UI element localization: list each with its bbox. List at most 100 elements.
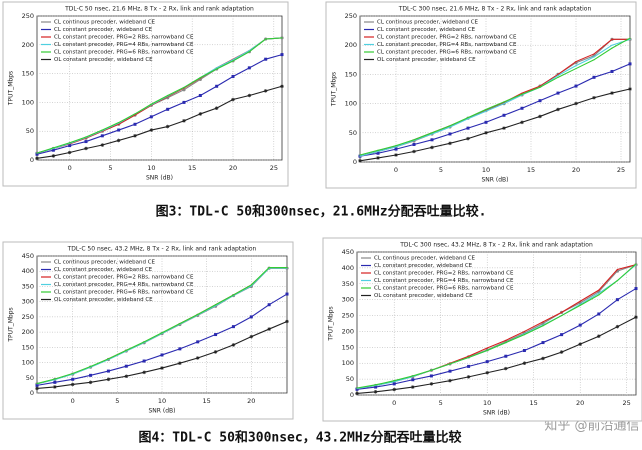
legend-label: CL constant precoder, PRG=4 RBs, narrowb…	[54, 282, 194, 288]
point	[356, 387, 358, 389]
x-tick-label: 10	[147, 164, 155, 172]
point	[373, 390, 378, 394]
y-tick-label: 450	[22, 252, 34, 260]
point	[178, 361, 182, 365]
point	[557, 73, 559, 75]
point	[36, 382, 38, 385]
point	[467, 364, 471, 368]
point	[412, 375, 414, 377]
point	[556, 91, 560, 95]
point	[133, 122, 137, 126]
y-tick-label: 150	[342, 343, 354, 351]
point	[466, 136, 470, 141]
point	[635, 263, 637, 265]
point	[431, 132, 433, 134]
legend-label: CL constant precoder, PRG=4 RBs, narrowb…	[54, 42, 194, 48]
point	[263, 89, 268, 93]
point	[541, 341, 545, 345]
point	[394, 153, 398, 157]
legend-label: CL constant precoder, PRG=4 RBs, narrowb…	[377, 42, 517, 48]
point	[559, 350, 564, 354]
point	[502, 126, 506, 130]
point	[539, 85, 541, 87]
legend-label: CL constant precoder, PRG=4 RBs, narrowb…	[374, 278, 514, 284]
point	[359, 155, 361, 157]
y-tick-label: 50	[26, 127, 34, 135]
point	[413, 139, 415, 141]
point	[124, 374, 129, 379]
series-line	[356, 316, 637, 394]
point	[216, 67, 218, 69]
point	[231, 343, 236, 347]
y-tick-label: 0	[30, 156, 34, 164]
point	[53, 380, 57, 384]
point	[556, 107, 560, 112]
point	[520, 106, 524, 110]
point	[124, 364, 128, 368]
legend-label: CL continous precoder, wideband CE	[54, 20, 156, 26]
point	[142, 370, 146, 375]
point	[430, 138, 434, 142]
y-tick-label: 350	[342, 280, 354, 288]
y-tick-label: 150	[22, 70, 34, 78]
point	[412, 149, 416, 154]
point	[280, 53, 284, 57]
chart-title: TDL-C 300 nsec, 21.6 MHz, 8 Tx - 2 Rx, l…	[398, 6, 592, 13]
point	[247, 66, 251, 70]
point	[561, 311, 563, 313]
point	[430, 145, 434, 150]
point	[355, 387, 359, 391]
y-tick-label: 150	[345, 70, 357, 78]
point	[505, 339, 507, 341]
point	[486, 347, 488, 349]
y-axis-label: TPUT_Mbps	[328, 306, 335, 341]
point	[165, 124, 170, 129]
point	[560, 333, 564, 337]
point	[101, 129, 103, 131]
point	[285, 292, 289, 296]
point	[267, 327, 271, 331]
point	[578, 323, 582, 327]
x-axis-label: SNR (dB)	[482, 177, 509, 184]
point	[593, 59, 595, 61]
series-line	[359, 88, 631, 162]
y-tick-label: 100	[342, 359, 354, 367]
point	[100, 134, 104, 138]
point	[538, 114, 542, 119]
point	[182, 100, 186, 104]
point	[484, 131, 488, 135]
point	[523, 330, 526, 333]
point	[503, 101, 505, 103]
point	[268, 266, 270, 269]
legend-label: CL constant precoder, PRG=2 RBs, narrowb…	[377, 35, 517, 41]
point	[117, 128, 121, 132]
point	[592, 75, 596, 79]
y-tick-label: 300	[342, 296, 354, 304]
point	[134, 114, 136, 116]
legend-label: CL constant precoder, PRG=6 RBs, narrowb…	[54, 290, 194, 296]
y-tick-label: 100	[22, 98, 34, 106]
x-tick-label: 25	[270, 164, 278, 172]
point	[160, 353, 164, 357]
y-tick-label: 250	[22, 12, 34, 20]
x-tick-label: 0	[68, 164, 72, 172]
point	[71, 377, 75, 381]
point	[84, 146, 88, 151]
point	[213, 350, 218, 354]
point	[51, 154, 56, 158]
legend-label: CL constant precoder, PRG=2 RBs, narrowb…	[54, 275, 194, 281]
point	[88, 380, 93, 385]
series-line	[356, 288, 637, 390]
point	[598, 294, 600, 296]
point	[629, 37, 631, 39]
point	[118, 123, 120, 125]
x-tick-label: 20	[229, 164, 237, 172]
x-tick-label: 5	[115, 397, 119, 405]
y-tick-label: 50	[349, 129, 357, 137]
series-line	[36, 85, 283, 159]
point	[359, 154, 361, 156]
x-tick-label: 20	[247, 397, 255, 405]
x-tick-label: 15	[203, 397, 211, 405]
point	[628, 62, 632, 66]
